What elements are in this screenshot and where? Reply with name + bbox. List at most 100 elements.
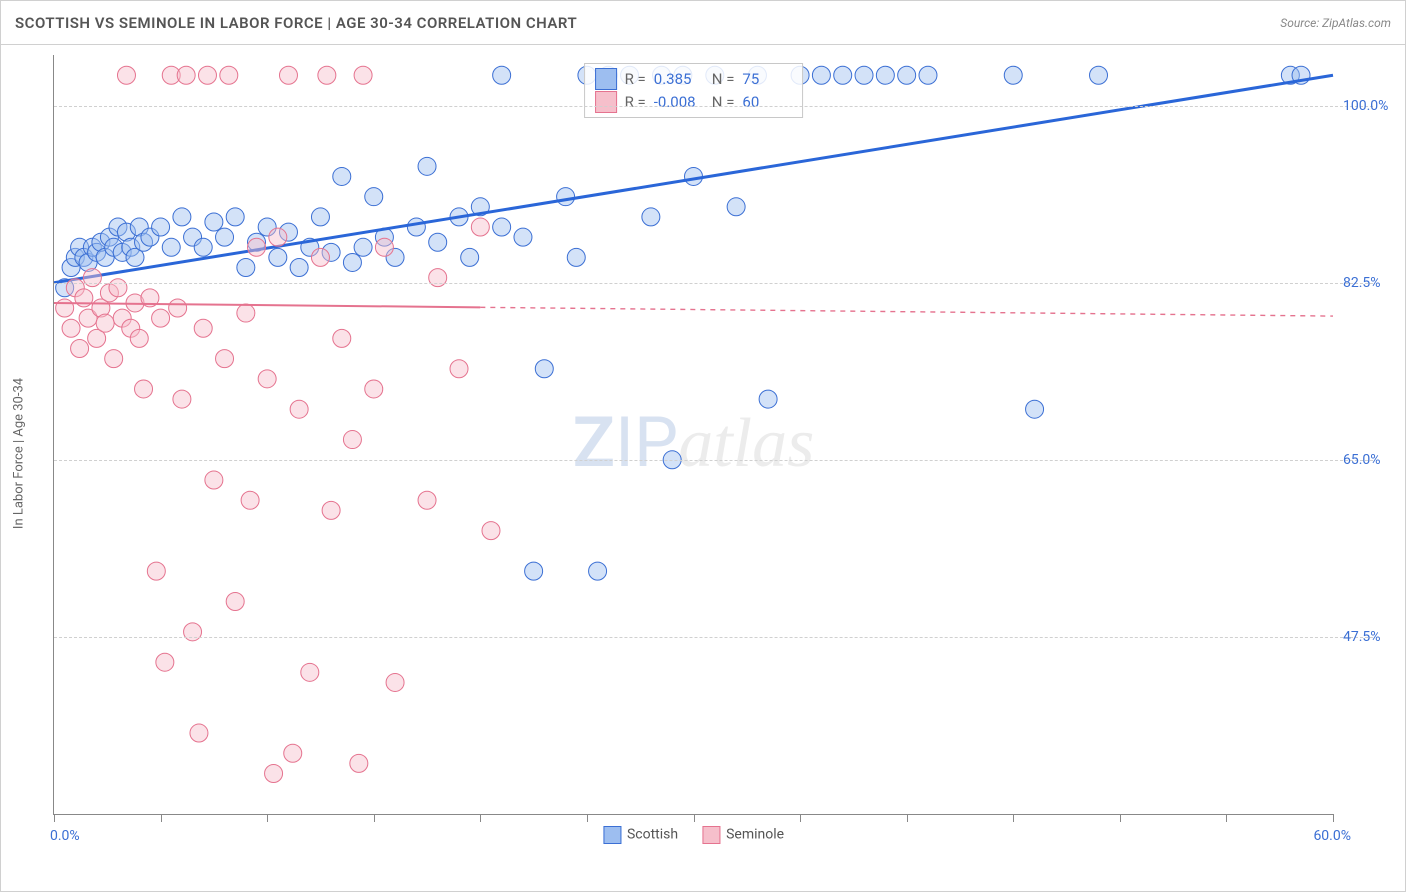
data-point [375, 238, 393, 256]
data-point [343, 253, 361, 271]
data-point [759, 390, 777, 408]
y-tick-label: 65.0% [1343, 452, 1403, 468]
gridline [54, 460, 1373, 461]
data-point [290, 400, 308, 418]
x-tick [800, 814, 801, 822]
data-point [525, 562, 543, 580]
swatch-seminole [595, 91, 617, 113]
data-point [220, 66, 238, 84]
data-point [311, 208, 329, 226]
data-point [318, 66, 336, 84]
data-point [96, 314, 114, 332]
data-point [184, 623, 202, 641]
x-tick [587, 814, 588, 822]
data-point [56, 299, 74, 317]
x-tick [374, 814, 375, 822]
data-point [152, 309, 170, 327]
data-point [162, 238, 180, 256]
data-point [1090, 66, 1108, 84]
data-point [117, 66, 135, 84]
stats-row-scottish: R = 0.385 N = 75 [595, 68, 793, 91]
data-point [567, 248, 585, 266]
data-point [194, 319, 212, 337]
gridline [54, 637, 1373, 638]
data-point [279, 66, 297, 84]
data-point [429, 269, 447, 287]
data-point [589, 562, 607, 580]
x-tick [1333, 814, 1334, 822]
legend-item-seminole: Seminole [702, 826, 784, 844]
x-tick [161, 814, 162, 822]
swatch-scottish [595, 68, 617, 90]
data-point [62, 319, 80, 337]
y-tick-label: 100.0% [1343, 98, 1403, 114]
x-tick [694, 814, 695, 822]
data-point [354, 238, 372, 256]
data-point [322, 501, 340, 519]
y-tick-label: 47.5% [1343, 629, 1403, 645]
data-point [1004, 66, 1022, 84]
data-point [105, 350, 123, 368]
data-point [216, 350, 234, 368]
data-point [147, 562, 165, 580]
data-point [226, 208, 244, 226]
data-point [919, 66, 937, 84]
x-axis-min-label: 0.0% [50, 828, 80, 844]
data-point [205, 213, 223, 231]
data-point [301, 663, 319, 681]
data-point [1026, 400, 1044, 418]
trend-line [54, 303, 480, 307]
data-point [812, 66, 830, 84]
data-point [173, 390, 191, 408]
x-tick [907, 814, 908, 822]
data-point [269, 228, 287, 246]
series-legend: Scottish Seminole [603, 826, 784, 844]
data-point [418, 491, 436, 509]
chart-title: SCOTTISH VS SEMINOLE IN LABOR FORCE | AG… [15, 14, 577, 32]
data-point [471, 218, 489, 236]
data-point [152, 218, 170, 236]
plot-area: ZIPatlas R = 0.385 N = 75 R = -0.008 N =… [53, 55, 1333, 815]
data-point [284, 744, 302, 762]
data-point [156, 653, 174, 671]
data-point [407, 218, 425, 236]
data-point [333, 167, 351, 185]
data-point [514, 228, 532, 246]
data-point [365, 188, 383, 206]
data-point [493, 66, 511, 84]
data-point [269, 248, 287, 266]
data-point [258, 370, 276, 388]
x-tick [480, 814, 481, 822]
data-point [855, 66, 873, 84]
data-point [311, 248, 329, 266]
data-point [290, 259, 308, 277]
data-point [354, 66, 372, 84]
gridline [54, 283, 1373, 284]
data-point [169, 299, 187, 317]
data-point [727, 198, 745, 216]
y-axis-title: In Labor Force | Age 30-34 [12, 378, 27, 529]
data-point [876, 66, 894, 84]
data-point [386, 673, 404, 691]
data-point [109, 279, 127, 297]
x-axis-max-label: 60.0% [1313, 828, 1351, 844]
data-point [83, 269, 101, 287]
x-tick [1120, 814, 1121, 822]
x-tick [1226, 814, 1227, 822]
data-point [642, 208, 660, 226]
trend-line-extrapolated [480, 307, 1333, 316]
title-bar: SCOTTISH VS SEMINOLE IN LABOR FORCE | AG… [1, 1, 1405, 45]
data-point [350, 754, 368, 772]
data-point [482, 522, 500, 540]
data-point [130, 329, 148, 347]
data-point [265, 765, 283, 783]
source-label: Source: ZipAtlas.com [1280, 16, 1391, 30]
x-tick [54, 814, 55, 822]
data-point [71, 339, 89, 357]
y-tick-label: 82.5% [1343, 275, 1403, 291]
data-point [461, 248, 479, 266]
stats-row-seminole: R = -0.008 N = 60 [595, 91, 793, 114]
data-point [237, 304, 255, 322]
data-point [194, 238, 212, 256]
data-point [198, 66, 216, 84]
